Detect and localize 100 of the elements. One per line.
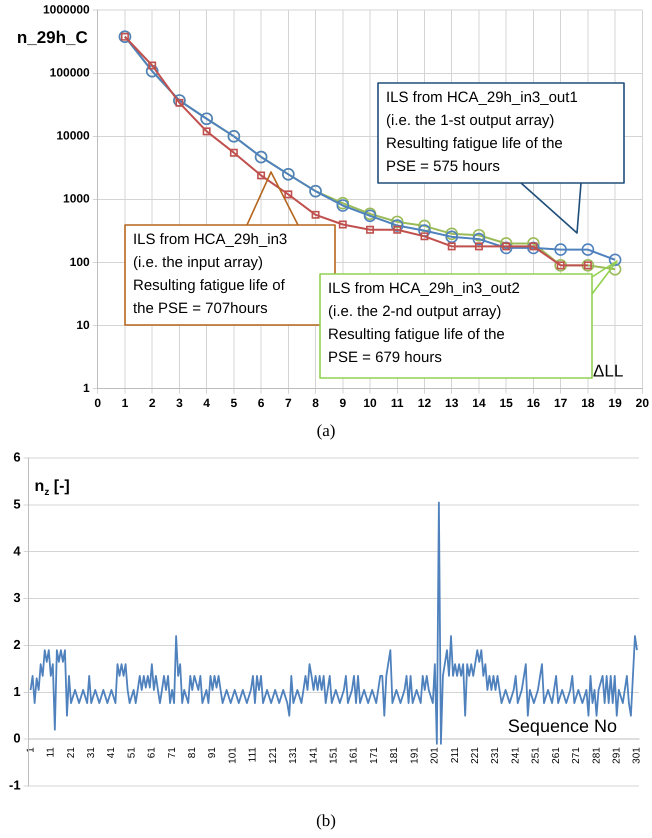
- x-tick-label: 291: [612, 746, 623, 764]
- point: [554, 243, 567, 256]
- point: [582, 243, 594, 256]
- x-tick-label: 20: [636, 396, 650, 410]
- point: [608, 262, 622, 276]
- x-tick-label: 21: [66, 746, 77, 758]
- x-tick-label: 261: [550, 746, 562, 764]
- point: [554, 259, 567, 272]
- point: [366, 226, 374, 234]
- x-tick-label: 301: [632, 746, 643, 764]
- x-tick-label: 2: [148, 396, 156, 410]
- y-axis-title: n_29h_C: [16, 28, 88, 48]
- y-tick-label: 5: [13, 496, 21, 512]
- x-tick-label: 4: [203, 396, 210, 410]
- x-tick-label: 131: [288, 746, 300, 764]
- point: [338, 220, 347, 228]
- x-tick-label: 41: [106, 746, 118, 758]
- point: [336, 196, 350, 210]
- point: [448, 242, 456, 250]
- point: [257, 171, 266, 180]
- x-tick-label: 191: [409, 746, 420, 764]
- x-tick-label: 111: [248, 746, 259, 762]
- y-tick-label: 2: [13, 637, 21, 652]
- x-tick-label: 71: [166, 746, 178, 758]
- x-tick-label: 3: [176, 396, 184, 410]
- x-tick-label: 18: [581, 396, 595, 410]
- point: [472, 228, 486, 242]
- x-tick-label: 16: [526, 396, 540, 410]
- x-tick-label: 11: [46, 746, 57, 758]
- x-tick-label: 181: [389, 746, 400, 764]
- y-tick-label: 6: [13, 450, 21, 465]
- point: [390, 219, 404, 232]
- annotation: ILS from HCA_29h_in3_out1 (i.e. the 1-st output array) Resulting fatigue life of the PSE = 575 hours: [386, 88, 578, 177]
- text: (b): [315, 810, 337, 832]
- y-tick-label: 100000: [50, 66, 90, 80]
- annotation: ILS from HCA_29h_in3_out2 (i.e. the 2-nd output array) Resulting fatigue life of the PSE = 679 hours: [328, 279, 520, 368]
- x-axis-title: ΔLL: [593, 362, 624, 381]
- point: [608, 254, 622, 266]
- x-tick-label: 13: [445, 396, 459, 410]
- text: (a): [316, 420, 336, 442]
- x-tick-label: 101: [227, 746, 238, 764]
- annotation: ILS from HCA_29h_in3 (i.e. the input array) Resulting fatigue life of the PSE = 707hours: [133, 230, 288, 319]
- x-tick-label: 12: [418, 396, 432, 410]
- x-tick-label: 241: [510, 746, 522, 764]
- x-tick-label: 15: [499, 396, 514, 410]
- point: [445, 227, 458, 240]
- x-tick-label: 61: [146, 746, 158, 758]
- x-tick-label: 1: [122, 396, 129, 410]
- x-tick-label: 51: [126, 746, 138, 758]
- point: [312, 210, 320, 219]
- x-tick-label: 151: [328, 746, 340, 764]
- y-tick-label: 4: [13, 543, 22, 558]
- y-tick-label: 10: [76, 318, 90, 332]
- y-tick-label: 3: [13, 590, 21, 606]
- x-tick-label: 161: [348, 746, 360, 764]
- x-tick-label: 221: [470, 746, 482, 764]
- x-tick-label: 7: [284, 396, 292, 410]
- point: [202, 127, 211, 136]
- point: [230, 148, 238, 157]
- x-tick-label: 6: [258, 396, 265, 410]
- x-tick-label: 171: [368, 746, 380, 764]
- x-tick-label: 9: [339, 396, 346, 410]
- x-tick-label: 0: [94, 396, 102, 410]
- point: [420, 232, 428, 240]
- x-tick-label: 81: [187, 746, 198, 758]
- point: [336, 199, 350, 212]
- y-tick-label: 10000: [56, 128, 90, 143]
- x-tick-label: 211: [450, 746, 461, 764]
- x-tick-label: 10: [363, 396, 378, 410]
- y-tick-label: 0: [13, 730, 21, 746]
- y-tick-label: 1: [83, 380, 90, 395]
- x-tick-label: 141: [308, 746, 320, 764]
- x-tick-label: 251: [530, 746, 542, 764]
- point: [445, 230, 458, 244]
- point: [472, 232, 486, 246]
- x-tick-label: 11: [390, 396, 404, 410]
- x-tick-label: 14: [472, 396, 486, 410]
- x-axis-title: Sequence No: [508, 716, 618, 736]
- x-tick-label: 19: [608, 396, 622, 410]
- x-tick-label: 231: [490, 746, 502, 764]
- point: [418, 220, 431, 232]
- x-tick-label: 31: [86, 746, 97, 758]
- point: [390, 216, 404, 228]
- x-tick-label: 8: [312, 396, 320, 410]
- point: [284, 190, 292, 198]
- y-tick-label: 1: [13, 684, 21, 699]
- point: [474, 242, 483, 250]
- point: [148, 61, 156, 70]
- y-tick-label: 1000: [63, 192, 90, 206]
- point: [418, 224, 431, 237]
- x-tick-label: 121: [268, 746, 279, 764]
- y-tick-label: -1: [8, 778, 21, 793]
- x-tick-label: 5: [230, 396, 238, 410]
- y-tick-label: 100: [70, 254, 90, 269]
- x-tick-label: 271: [571, 746, 582, 764]
- x-tick-label: 91: [207, 746, 218, 758]
- point: [527, 242, 540, 254]
- y-tick-label: 1000000: [43, 2, 90, 17]
- point: [500, 242, 512, 254]
- x-tick-label: 17: [554, 396, 568, 410]
